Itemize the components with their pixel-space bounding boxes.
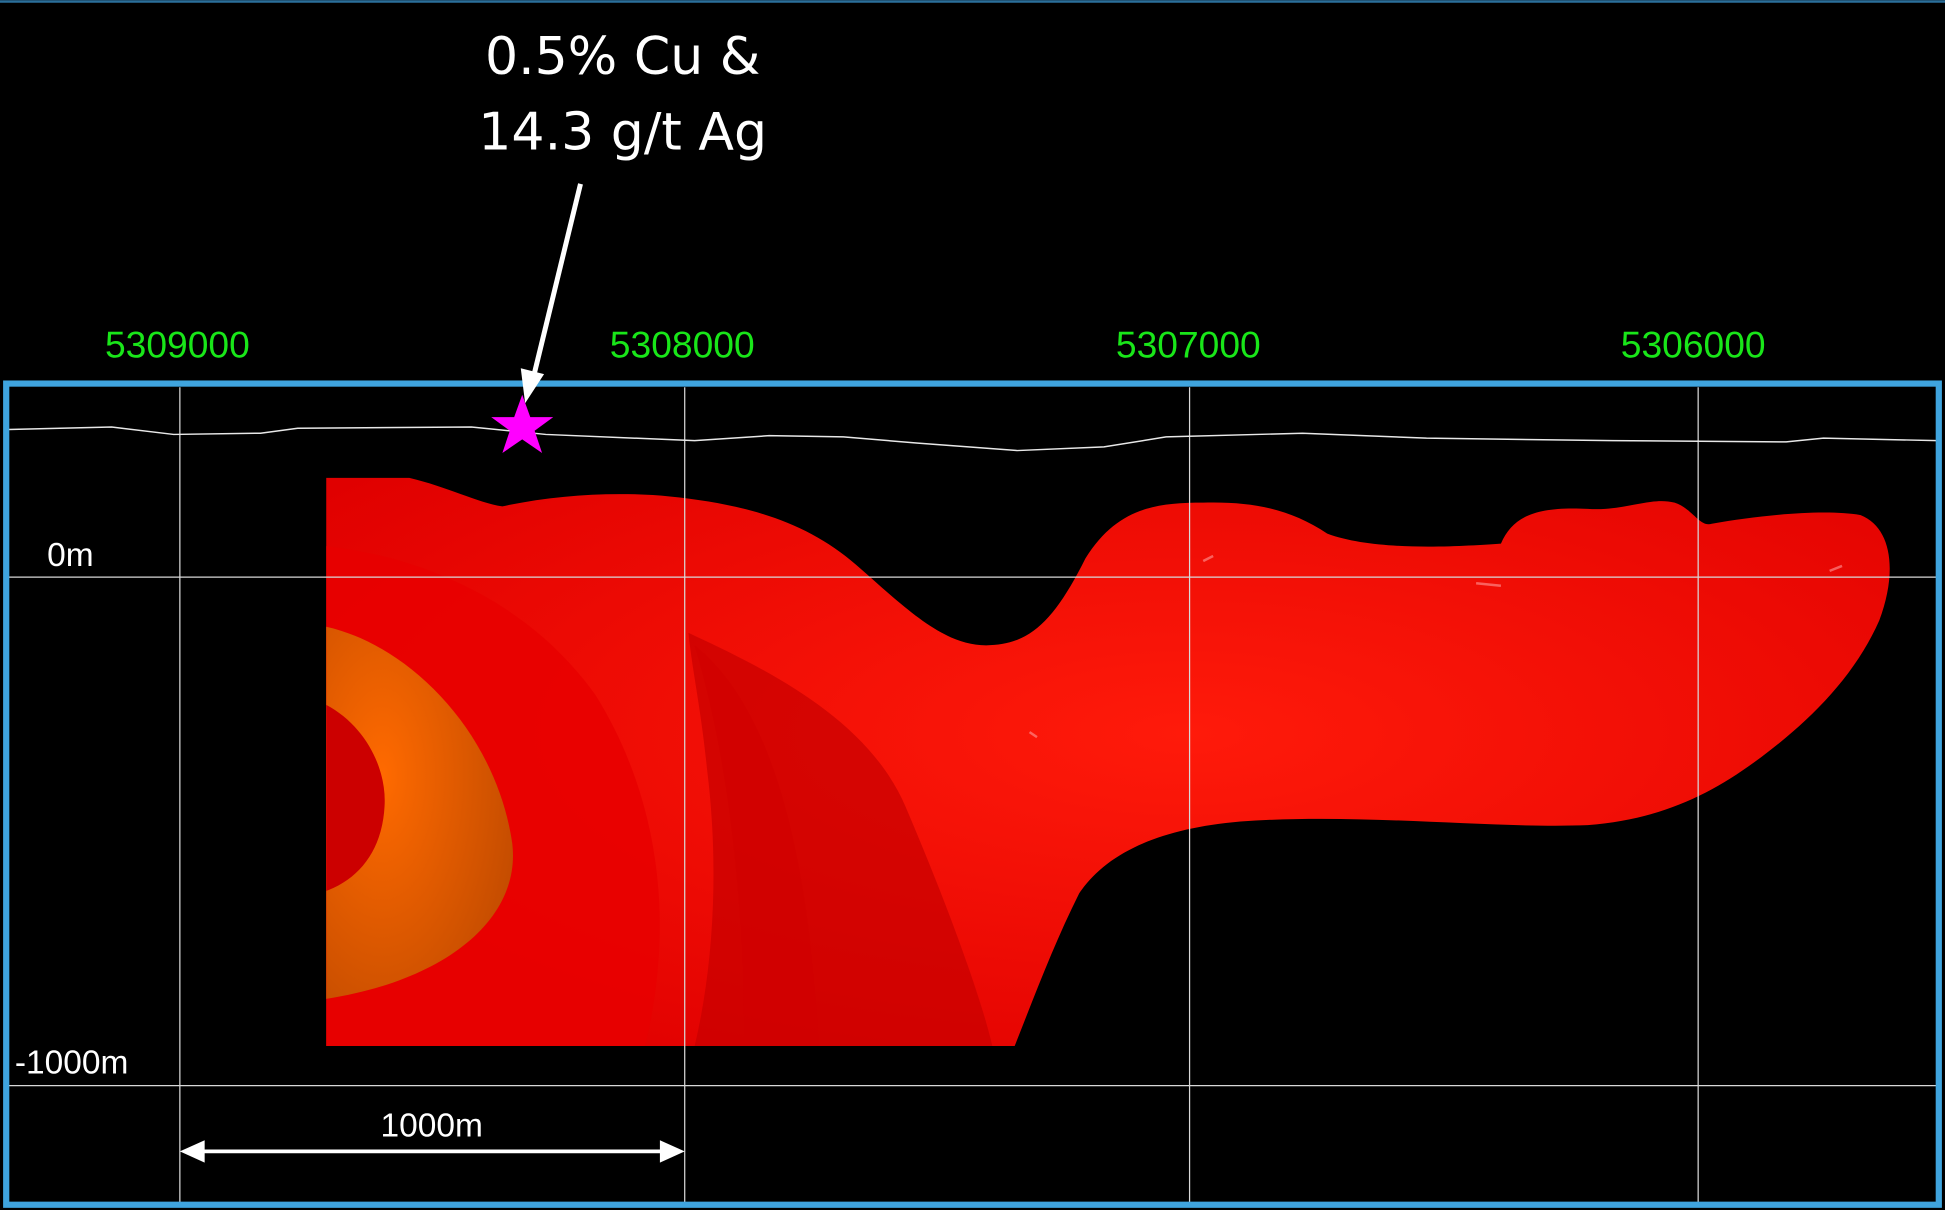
- arrow-head: [520, 368, 545, 404]
- core-inner: [326, 704, 385, 891]
- annotation-arrow: [530, 183, 583, 378]
- elevation-label: 0m: [47, 537, 94, 574]
- ore-shell-fold: [694, 645, 819, 1046]
- ore-highlight: [1028, 554, 1843, 739]
- annotation-line: 0.5% Cu &: [485, 27, 760, 87]
- northing-label: 5306000: [1621, 323, 1766, 365]
- topography: [8, 426, 1938, 452]
- elevation-label: -1000m: [15, 1044, 129, 1081]
- northing-label: 5309000: [105, 323, 250, 365]
- scale-label: 1000m: [380, 1108, 482, 1145]
- grid: [8, 387, 1938, 1204]
- scale-bar: 1000m: [179, 1108, 685, 1163]
- northing-label: 5307000: [1116, 323, 1261, 365]
- scale-arrow: [179, 1140, 205, 1163]
- annotation-line: 14.3 g/t Ag: [478, 102, 767, 162]
- orange-core: [326, 626, 513, 999]
- scale-arrow: [659, 1140, 685, 1163]
- northing-label: 5308000: [610, 323, 755, 365]
- sample-star: [491, 394, 554, 454]
- section-frame: [3, 380, 1942, 1208]
